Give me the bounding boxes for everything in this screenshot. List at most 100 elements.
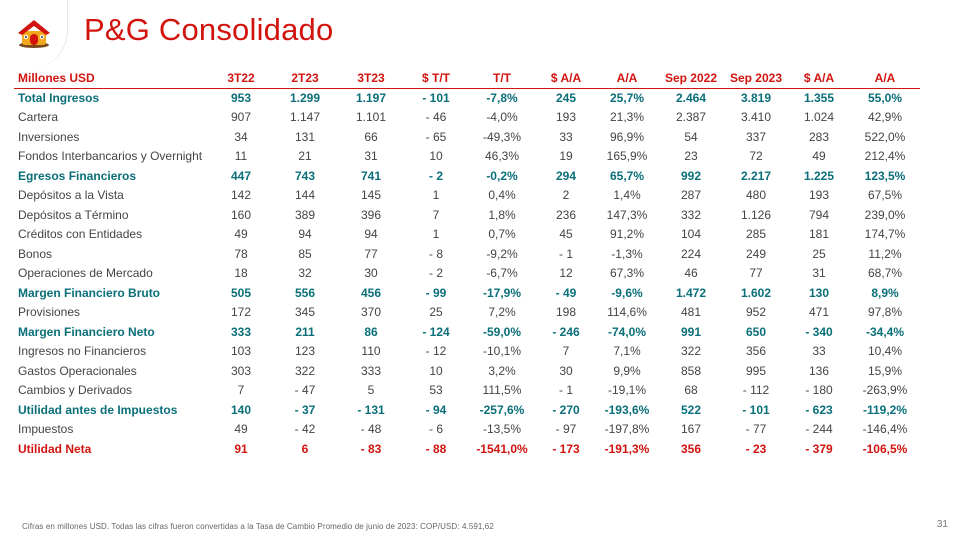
table-cell: 77 — [364, 246, 378, 261]
table-cell: -193,6% — [604, 402, 650, 417]
table-cell: -9,2% — [486, 246, 518, 261]
table-row: Depósitos a la Vista 142 144 145 1 0,4% 2 1,4% 2… — [14, 186, 920, 206]
table-cell: 19 — [559, 149, 573, 164]
table-cell: - 180 — [805, 383, 833, 398]
table-cell: 1 — [432, 227, 440, 242]
row-label: Margen Financiero Bruto — [18, 285, 161, 300]
table-cell: 67,5% — [867, 188, 903, 203]
table-cell: 181 — [808, 227, 830, 242]
page-title: P&G Consolidado — [84, 12, 334, 47]
table-row: Egresos Financieros 447 743 741 - 2 -0,2% 294 6… — [14, 166, 920, 186]
table-cell: 103 — [230, 344, 252, 359]
row-label: Depósitos a la Vista — [18, 188, 124, 203]
table-cell: 370 — [360, 305, 382, 320]
table-cell: - 83 — [360, 441, 382, 456]
row-label: Operaciones de Mercado — [18, 266, 153, 281]
table-cell: 144 — [294, 188, 316, 203]
row-label: Gastos Operacionales — [18, 363, 137, 378]
house-logo-icon — [18, 20, 50, 48]
table-cell: 77 — [749, 266, 763, 281]
table-cell: - 1 — [558, 383, 573, 398]
table-cell: - 340 — [805, 324, 833, 339]
table-cell: 481 — [680, 305, 702, 320]
table-cell: 21 — [298, 149, 312, 164]
table-cell: - 77 — [745, 422, 767, 437]
table-cell: - 88 — [425, 441, 447, 456]
table-row: Fondos Interbancarios y Overnight 11 21 31 1… — [14, 147, 920, 167]
table-cell: -9,6% — [611, 285, 643, 300]
column-header: $ A/A — [788, 68, 850, 89]
table-cell: 42,9% — [867, 110, 903, 125]
table-cell: 3.819 — [740, 91, 772, 105]
table-row: Operaciones de Mercado 18 32 30 - 2 -6,7% 12 67… — [14, 264, 920, 284]
table-cell: -6,7% — [486, 266, 518, 281]
table-cell: 285 — [745, 227, 767, 242]
table-cell: 86 — [364, 324, 378, 339]
table-cell: 522,0% — [864, 129, 906, 144]
table-cell: -13,5% — [482, 422, 522, 437]
table-cell: 97,8% — [867, 305, 903, 320]
row-label: Total Ingresos — [18, 91, 100, 105]
table-cell: 1.355 — [803, 91, 835, 105]
table-cell: 33 — [812, 344, 826, 359]
table-cell: 11 — [234, 149, 248, 164]
table-cell: - 246 — [552, 324, 580, 339]
column-header: T/T — [468, 68, 536, 89]
table-row: Utilidad antes de Impuestos 140 - 37 - 131 -… — [14, 400, 920, 420]
table-cell: 46,3% — [484, 149, 520, 164]
table-cell: 49 — [234, 227, 248, 242]
table-cell: 211 — [295, 324, 315, 339]
table-cell: -74,0% — [607, 324, 647, 339]
table-cell: 995 — [745, 363, 767, 378]
footnote: Cifras en millones USD. Todas las cifras… — [22, 522, 494, 531]
table-cell: 147,3% — [606, 207, 648, 222]
table-cell: - 131 — [357, 402, 385, 417]
table-cell: 55,0% — [867, 91, 903, 105]
table-cell: - 244 — [805, 422, 833, 437]
table-cell: - 6 — [428, 422, 443, 437]
table-cell: 5 — [367, 383, 375, 398]
table-cell: 1.472 — [675, 285, 707, 300]
table-cell: 78 — [234, 246, 248, 261]
table-cell: - 2 — [428, 266, 443, 281]
table-cell: 130 — [808, 285, 830, 300]
row-label: Fondos Interbancarios y Overnight — [18, 149, 203, 164]
table-cell: 953 — [230, 91, 252, 105]
table-row: Depósitos a Término 160 389 396 7 1,8% 236 147,… — [14, 205, 920, 225]
row-label: Créditos con Entidades — [18, 227, 143, 242]
table-cell: 91,2% — [609, 227, 645, 242]
table-cell: -263,9% — [862, 383, 908, 398]
table-cell: - 65 — [425, 129, 447, 144]
table-cell: 7 — [432, 207, 440, 222]
table-cell: -119,2% — [862, 402, 908, 417]
table-cell: -0,2% — [486, 168, 518, 183]
table-cell: 389 — [294, 207, 316, 222]
table-cell: 794 — [808, 207, 830, 222]
table-cell: 114,6% — [607, 305, 647, 320]
table-cell: 54 — [684, 129, 698, 144]
table-cell: 31 — [364, 149, 378, 164]
table-cell: 94 — [298, 227, 312, 242]
table-cell: 952 — [745, 305, 767, 320]
table-cell: - 97 — [555, 422, 577, 437]
table-cell: 23 — [684, 149, 698, 164]
table-cell: 33 — [559, 129, 573, 144]
column-header-label: Millones USD — [14, 68, 210, 89]
table-cell: 245 — [555, 91, 577, 105]
table-cell: - 101 — [422, 91, 450, 105]
table-cell: - 112 — [742, 383, 770, 398]
table-cell: - 23 — [745, 441, 767, 456]
table-cell: 7 — [562, 344, 570, 359]
table-cell: 3,2% — [488, 363, 516, 378]
table-cell: 741 — [360, 168, 382, 183]
table-cell: - 101 — [742, 402, 770, 417]
table-cell: 10,4% — [867, 344, 903, 359]
table-cell: 1.024 — [803, 110, 835, 125]
table-cell: -59,0% — [482, 324, 522, 339]
table-row: Utilidad Neta 91 6 - 83 - 88 -1541,0% - 173 -19… — [14, 439, 920, 459]
table-cell: 66 — [364, 129, 378, 144]
table-row: Créditos con Entidades 49 94 94 1 0,7% 45 91,2%… — [14, 225, 920, 245]
table-cell: 94 — [364, 227, 378, 242]
table-cell: 287 — [680, 188, 702, 203]
table-cell: 2 — [562, 188, 570, 203]
